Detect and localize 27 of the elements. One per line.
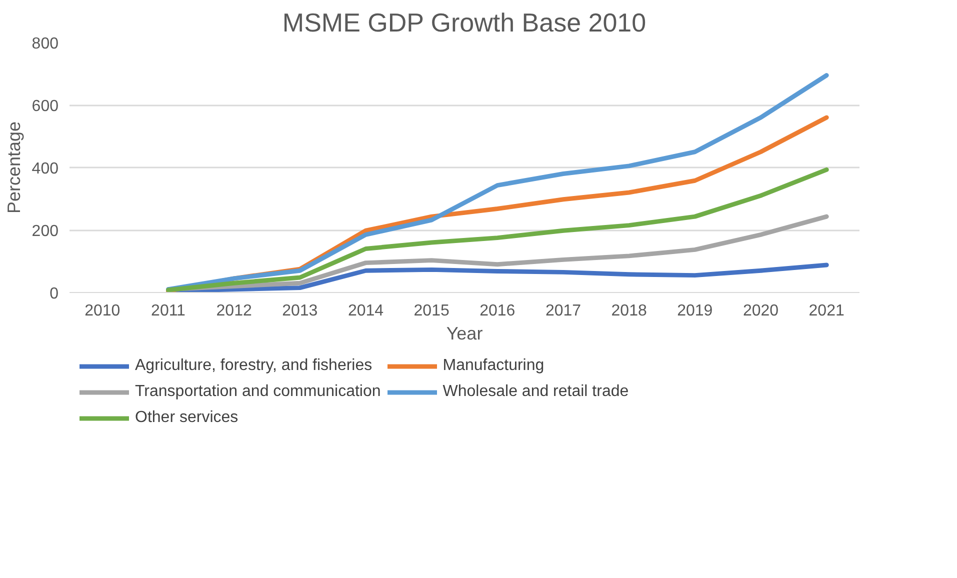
y-tick-label: 800 [32,36,59,52]
legend-label: Transportation and communication [135,383,381,401]
chart-title: MSME GDP Growth Base 2010 [282,8,646,38]
y-tick-label: 600 [32,98,59,115]
x-tick-label: 2016 [480,302,516,320]
x-tick-label: 2017 [545,302,582,320]
x-axis-title: Year [446,324,483,344]
legend-label: Wholesale and retail trade [442,383,629,401]
x-tick-label: 2020 [742,302,779,320]
x-tick-label: 2018 [611,302,647,320]
legend-label: Agriculture, forestry, and fisheries [135,357,372,375]
x-tick-label: 2012 [216,302,252,320]
x-tick-label: 2014 [348,302,384,320]
x-tick-label: 2019 [677,302,713,320]
x-tick-label: 2021 [808,302,844,320]
line-series [166,167,829,292]
y-tick-label: 200 [32,223,59,240]
x-tick-label: 2013 [282,302,318,320]
x-tick-label: 2015 [414,302,450,320]
x-tick-label: 2010 [84,302,120,320]
legend-label: Other services [135,409,238,427]
legend-label: Manufacturing [442,357,544,375]
y-axis-title: Percentage [4,121,24,214]
y-tick-label: 400 [32,160,59,178]
line-series [166,73,829,292]
y-tick-label: 0 [50,286,59,302]
x-tick-label: 2011 [151,302,186,320]
